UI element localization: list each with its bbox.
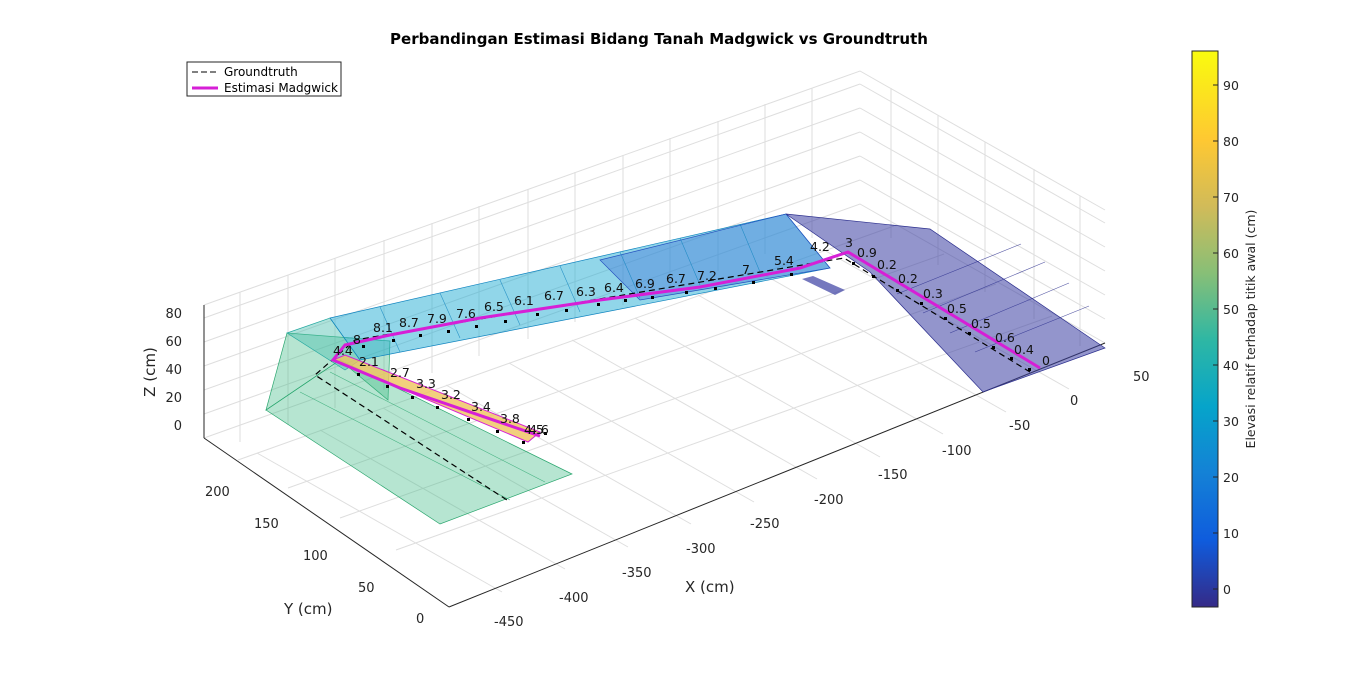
estimate-line [330,250,1041,438]
colorbar-tick-label: 60 [1223,246,1239,261]
surface-patch-small [802,276,845,295]
colorbar-tick-label: 0 [1223,582,1231,597]
groundtruth-line [314,257,1031,503]
point-label: 7.6 [456,306,476,321]
point-label: 3.4 [471,399,491,414]
legend-box [186,61,342,97]
colorbar-tick-label: 40 [1223,358,1239,373]
x-tick-label: -100 [942,444,972,459]
point-label: 0.3 [923,286,943,301]
z-axis-label: Z (cm) [141,347,159,397]
x-tick-label: -200 [814,493,844,508]
point-label: 6.5 [484,299,504,314]
point-label: 5.4 [774,253,794,268]
y-tick-label: 150 [254,517,279,532]
x-axis-label: X (cm) [685,578,735,596]
colorbar-tick-label: 10 [1223,526,1239,541]
colorbar-tick-label: 70 [1223,190,1239,205]
colorbar-tick-label: 90 [1223,78,1239,93]
z-tick-label: 80 [165,307,182,322]
point-label: 4.4 [333,343,353,358]
x-tick-label: -450 [494,615,524,630]
sample-markers [357,262,1031,444]
point-label: 6.7 [544,288,564,303]
estimate-series [330,250,1041,438]
point-label: 0.4 [1014,342,1034,357]
point-label: 0.5 [947,301,967,316]
legend: Groundtruth Estimasi Madgwick [186,61,342,97]
point-label: 0.6 [995,330,1015,345]
y-tick-label: 0 [416,612,424,627]
point-label: 4.2 [810,239,830,254]
point-label: 6.1 [514,293,534,308]
point-label: 6.3 [576,284,596,299]
x-tick-label: 0 [1070,394,1078,409]
y-tick-label: 50 [358,581,375,596]
point-label: 3.8 [500,411,520,426]
point-label: 0.5 [971,316,991,331]
point-label: 7 [742,262,750,277]
chart-title: Perbandingan Estimasi Bidang Tanah Madgw… [390,30,928,48]
point-label: 3.2 [441,387,461,402]
point-label: 8 [353,332,361,347]
point-label: 0.2 [898,271,918,286]
x-tick-label: -150 [878,468,908,483]
z-tick-label: 40 [165,363,182,378]
surface-patch-estimate-band [331,354,541,443]
point-label: 7.2 [697,268,717,283]
x-tick-label: -250 [750,517,780,532]
point-label: 6.9 [635,276,655,291]
surface-patch-ramp-top [599,213,831,301]
legend-groundtruth-label: Groundtruth [224,65,298,79]
x-tick-label: -300 [686,542,716,557]
y-axis-label: Y (cm) [283,600,333,618]
colorbar-tick-label: 50 [1223,302,1239,317]
point-label: 6.4 [604,280,624,295]
colorbar-tick-label: 80 [1223,134,1239,149]
x-tick-label: 50 [1133,370,1150,385]
point-label: 8.7 [399,315,419,330]
grid-lines [203,70,1106,593]
y-tick-label: 200 [205,485,230,500]
z-tick-label: 0 [174,419,182,434]
colorbar-label: Elevasi relatif terhadap titik awal (cm) [1243,210,1258,449]
x-tick-label: -400 [559,591,589,606]
point-label: 6.7 [666,271,686,286]
point-label: 8.1 [373,320,393,335]
point-label: 7.9 [427,311,447,326]
point-labels: 0 0.4 0.6 0.5 0.5 0.3 0.2 0.2 0.9 3 4.2 … [333,235,1050,437]
legend-estimate-label: Estimasi Madgwick [224,81,338,95]
point-label: 3 [845,235,853,250]
colorbar: 0 10 20 30 40 50 60 70 80 90 Elevasi rel… [1191,50,1258,608]
point-label: 0.2 [877,257,897,272]
x-axis-ticks: -450 -400 -350 -300 -250 -200 -150 -100 … [494,370,1150,630]
colorbar-tick-label: 20 [1223,470,1239,485]
z-tick-label: 60 [165,335,182,350]
groundtruth-series [314,257,1031,503]
point-label: 4.6 [529,422,549,437]
point-label: 4.5 [524,422,544,437]
surface-patch-floor-near [265,359,573,525]
y-tick-label: 100 [303,549,328,564]
colorbar-tick-label: 30 [1223,414,1239,429]
z-tick-label: 20 [165,391,182,406]
z-axis-ticks: 0 20 40 60 80 [165,307,182,434]
x-tick-label: -50 [1009,419,1030,434]
surface-patch-top-plane [785,213,1106,393]
y-axis-ticks: 0 50 100 150 200 [205,485,424,627]
point-label: 2.7 [390,365,410,380]
colorbar-bar [1191,50,1219,608]
point-label: 0 [1042,353,1050,368]
point-label: 2.1 [359,354,379,369]
point-label: 0.9 [857,245,877,260]
point-label: 3.3 [416,376,436,391]
x-tick-label: -350 [622,566,652,581]
